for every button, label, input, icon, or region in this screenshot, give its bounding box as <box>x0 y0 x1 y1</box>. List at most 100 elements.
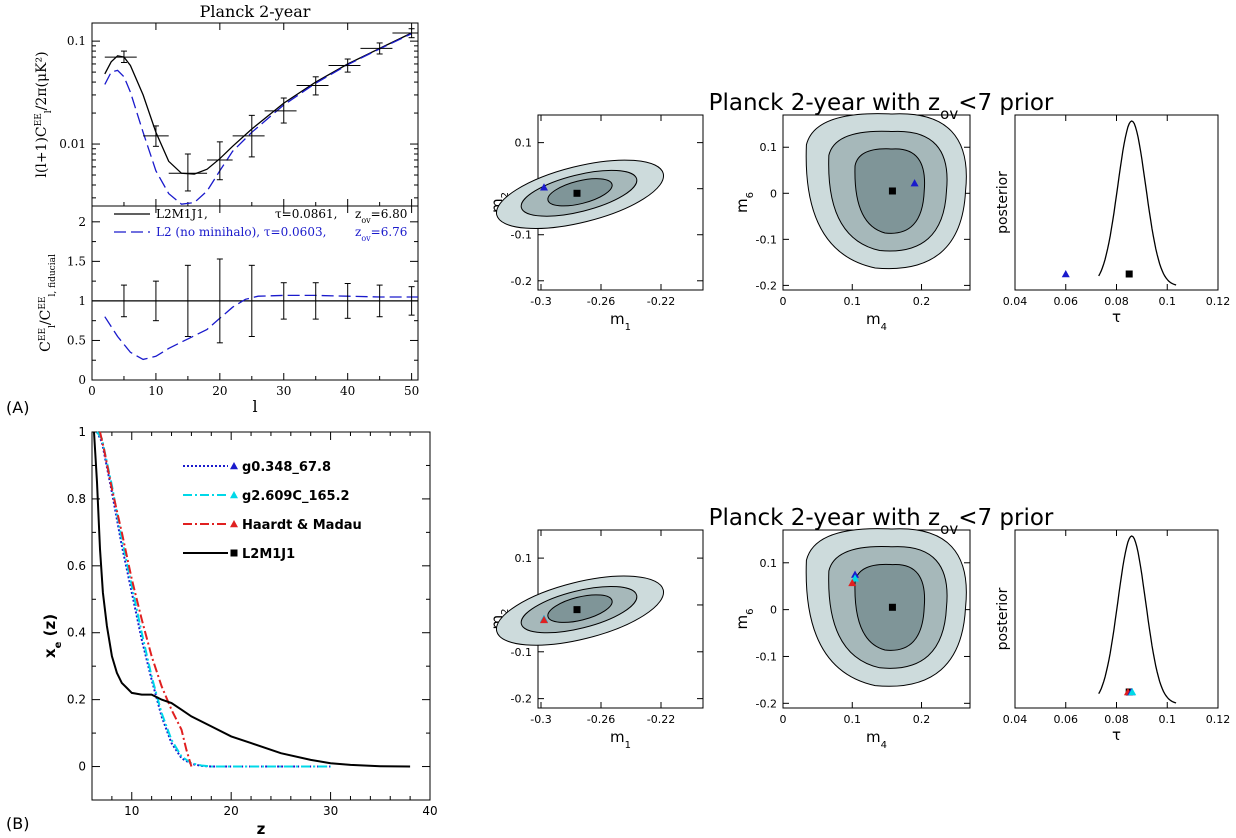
legend-zov: zov=6.80 <box>355 207 407 225</box>
x-tick-label: 30 <box>276 384 291 398</box>
x-axis-label: τ <box>1112 308 1121 326</box>
best-fit-marker <box>573 189 581 197</box>
subplot-2: 0 0.1 0.2 m4 -0.2 -0.1 0 0.1 m6 <box>733 113 971 333</box>
bottom-y-axis-label: CEEl/CEEl, fiducial <box>38 254 58 352</box>
y-tick-label: 1.5 <box>67 254 86 268</box>
x-tick-label: 0.2 <box>913 713 931 726</box>
top-y-axis-label: l(l+1)CEEl/2π(μK²) <box>34 51 54 177</box>
ratio-error-bar <box>312 282 319 320</box>
model-marker-blue <box>851 570 860 578</box>
subplot-frame <box>1014 529 1219 709</box>
x-axis-label: l <box>252 397 257 416</box>
y-tick-label: 0 <box>78 373 86 387</box>
ratio-error-bar <box>248 264 255 337</box>
y-axis-label: m6 <box>733 192 756 213</box>
y-axis-label: xe (z) <box>41 614 64 658</box>
model-marker-blue <box>1061 270 1070 278</box>
y-tick-label: 0 <box>78 760 86 774</box>
x-tick-label: -0.3 <box>530 713 551 726</box>
legend-label: g0.348_67.8 <box>242 460 331 475</box>
series-line-g2.609C_165.2 <box>96 431 331 768</box>
legend-zov: zov=6.76 <box>355 225 407 243</box>
x-tick-label: 40 <box>422 804 437 818</box>
x-tick-label: 0.04 <box>1003 295 1028 308</box>
y-tick-label: -0.2 <box>756 697 777 710</box>
y-tick-label: 1 <box>78 425 86 439</box>
x-tick-label: -0.3 <box>530 295 551 308</box>
subplot-2: 0 0.1 0.2 m4 -0.2 -0.1 0 0.1 m6 <box>733 528 971 751</box>
ratio-error-bar <box>376 284 383 318</box>
x-tick-label: 0.12 <box>1206 295 1231 308</box>
legend-label: L2 (no minihalo), τ=0.0603, <box>156 225 326 239</box>
x-tick-label: 0.1 <box>844 295 862 308</box>
x-tick-label: -0.22 <box>647 713 675 726</box>
error-bar <box>328 58 361 73</box>
posterior-curve <box>1098 120 1177 286</box>
y-tick-label: 0.2 <box>67 693 86 707</box>
y-tick-label: 0.4 <box>67 626 86 640</box>
y-tick-label: 0.01 <box>59 137 86 151</box>
y-tick-label: -0.2 <box>756 279 777 292</box>
x-tick-label: 0.04 <box>1003 713 1028 726</box>
panel-b-frame <box>91 431 431 801</box>
legend-entry: L2M1J1 <box>183 547 295 562</box>
panel-a-top-frame <box>91 22 419 207</box>
y-tick-label: 1 <box>78 294 86 308</box>
x-tick-label: 30 <box>323 804 338 818</box>
best-fit-marker <box>888 187 896 195</box>
error-bar <box>296 76 329 96</box>
x-axis-label: τ <box>1112 726 1121 744</box>
y-tick-label: -0.1 <box>511 229 532 242</box>
legend-marker <box>230 462 238 470</box>
x-tick-label: 0.06 <box>1054 295 1079 308</box>
series-line-L2M1J1 <box>93 431 411 768</box>
ratio-error-bar <box>408 286 415 316</box>
y-tick-label: -0.1 <box>511 646 532 659</box>
row-title: Planck 2-year with zov<7 prior <box>709 90 1054 123</box>
ratio-error-bar <box>216 258 223 344</box>
legend-label: Haardt & Madau <box>242 518 362 533</box>
x-tick-label: 50 <box>404 384 419 398</box>
legend-entry: L2 (no minihalo), τ=0.0603, zov=6.76 <box>114 225 407 243</box>
model-marker-cyan <box>851 574 860 582</box>
y-axis-label: posterior <box>995 171 1011 234</box>
error-bar <box>360 42 393 55</box>
y-tick-label: 0.8 <box>67 492 86 506</box>
model-marker-blue <box>910 179 919 187</box>
model-marker-red <box>848 578 857 587</box>
legend-marker <box>230 520 238 528</box>
legend-entry: g2.609C_165.2 <box>183 489 350 504</box>
legend-entry: g0.348_67.8 <box>183 460 331 475</box>
panel-b-chart: 10 20 30 40 0 0.2 0.4 0.6 0.8 1 z xe (z) g0.348_67.8… <box>41 425 438 838</box>
model-marker-cyan <box>1128 688 1137 696</box>
x-tick-label: 0 <box>780 295 787 308</box>
legend-label: L2M1J1, <box>156 207 208 221</box>
series-line-g0.348_67.8 <box>96 431 331 768</box>
error-bar <box>207 141 233 181</box>
error-bar <box>264 97 297 124</box>
x-tick-label: 0.1 <box>1159 295 1177 308</box>
error-bar <box>392 28 418 39</box>
x-tick-label: 0.08 <box>1104 295 1129 308</box>
y-tick-label: 0.1 <box>760 557 778 570</box>
model-marker-red <box>540 615 548 624</box>
error-bar <box>168 153 208 192</box>
x-tick-label: 20 <box>212 384 227 398</box>
legend-label: g2.609C_165.2 <box>242 489 350 504</box>
model-marker-blue <box>540 183 548 191</box>
y-axis-label: posterior <box>995 587 1011 650</box>
ratio-error-bar <box>120 284 127 318</box>
subplot-3: 0.04 0.06 0.08 0.1 0.12 τ posterior <box>995 529 1230 744</box>
y-tick-label: -0.2 <box>511 693 532 706</box>
x-axis-label: z <box>257 820 266 838</box>
contour-row-bottom: Planck 2-year with zov<7 prior -0.3 -0.26 -… <box>488 505 1230 751</box>
best-fit-marker <box>1125 270 1133 278</box>
y-tick-label: 0 <box>770 604 777 617</box>
ratio-error-bar <box>344 283 351 319</box>
x-tick-label: 0.1 <box>844 713 862 726</box>
panel-label-b: (B) <box>6 814 30 833</box>
y-tick-label: 0.1 <box>515 137 533 150</box>
y-tick-label: 2 <box>78 215 86 229</box>
